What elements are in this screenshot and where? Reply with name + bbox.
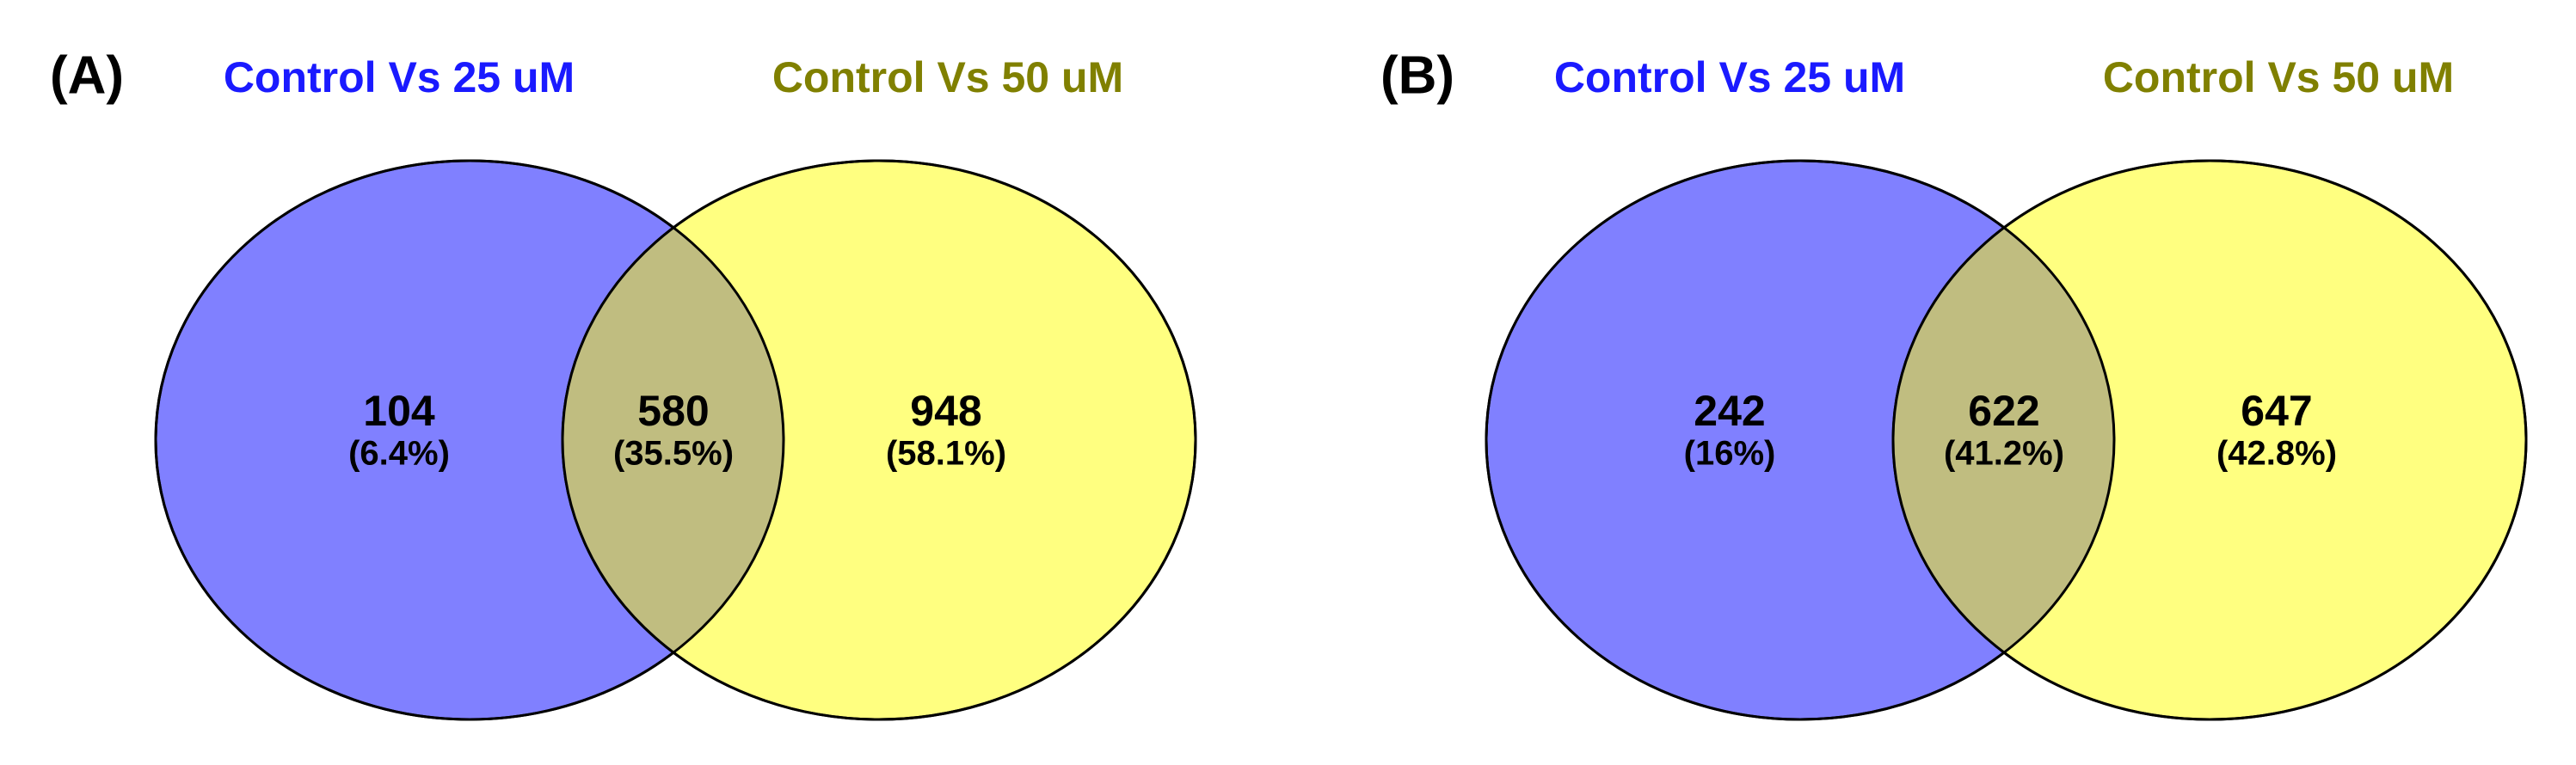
set-outline <box>1891 159 2528 721</box>
venn-panel: (A) Control Vs 25 uM Control Vs 50 uM 104(6… <box>50 46 1197 721</box>
region-percent: (42.8%) <box>2216 435 2337 473</box>
region-count: 948 <box>910 387 981 435</box>
overlap-region <box>1893 161 2114 719</box>
set-name: Control Vs 25 uM <box>1554 53 1905 101</box>
region-percent: (35.5%) <box>613 435 734 473</box>
set-outline <box>154 159 785 721</box>
region-percent: (6.4%) <box>348 435 450 473</box>
panel-label: (A) <box>50 46 124 105</box>
region-count: 647 <box>2241 387 2312 435</box>
overlap-region <box>563 161 784 719</box>
region-count: 104 <box>363 387 435 435</box>
region-percent: (41.2%) <box>1944 435 2064 473</box>
region-count: 242 <box>1694 387 1765 435</box>
region-count: 580 <box>637 387 709 435</box>
venn-panel: (B) Control Vs 25 uM Control Vs 50 uM 242(1… <box>1380 46 2528 721</box>
region-count: 622 <box>1968 387 2039 435</box>
set-name: Control Vs 25 uM <box>224 53 575 101</box>
panel-label: (B) <box>1380 46 1454 105</box>
set-outline <box>1485 159 2116 721</box>
set-name: Control Vs 50 uM <box>772 53 1123 101</box>
set-name: Control Vs 50 uM <box>2103 53 2454 101</box>
region-percent: (58.1%) <box>886 435 1006 473</box>
set-outline <box>561 159 1197 721</box>
region-percent: (16%) <box>1684 435 1776 473</box>
